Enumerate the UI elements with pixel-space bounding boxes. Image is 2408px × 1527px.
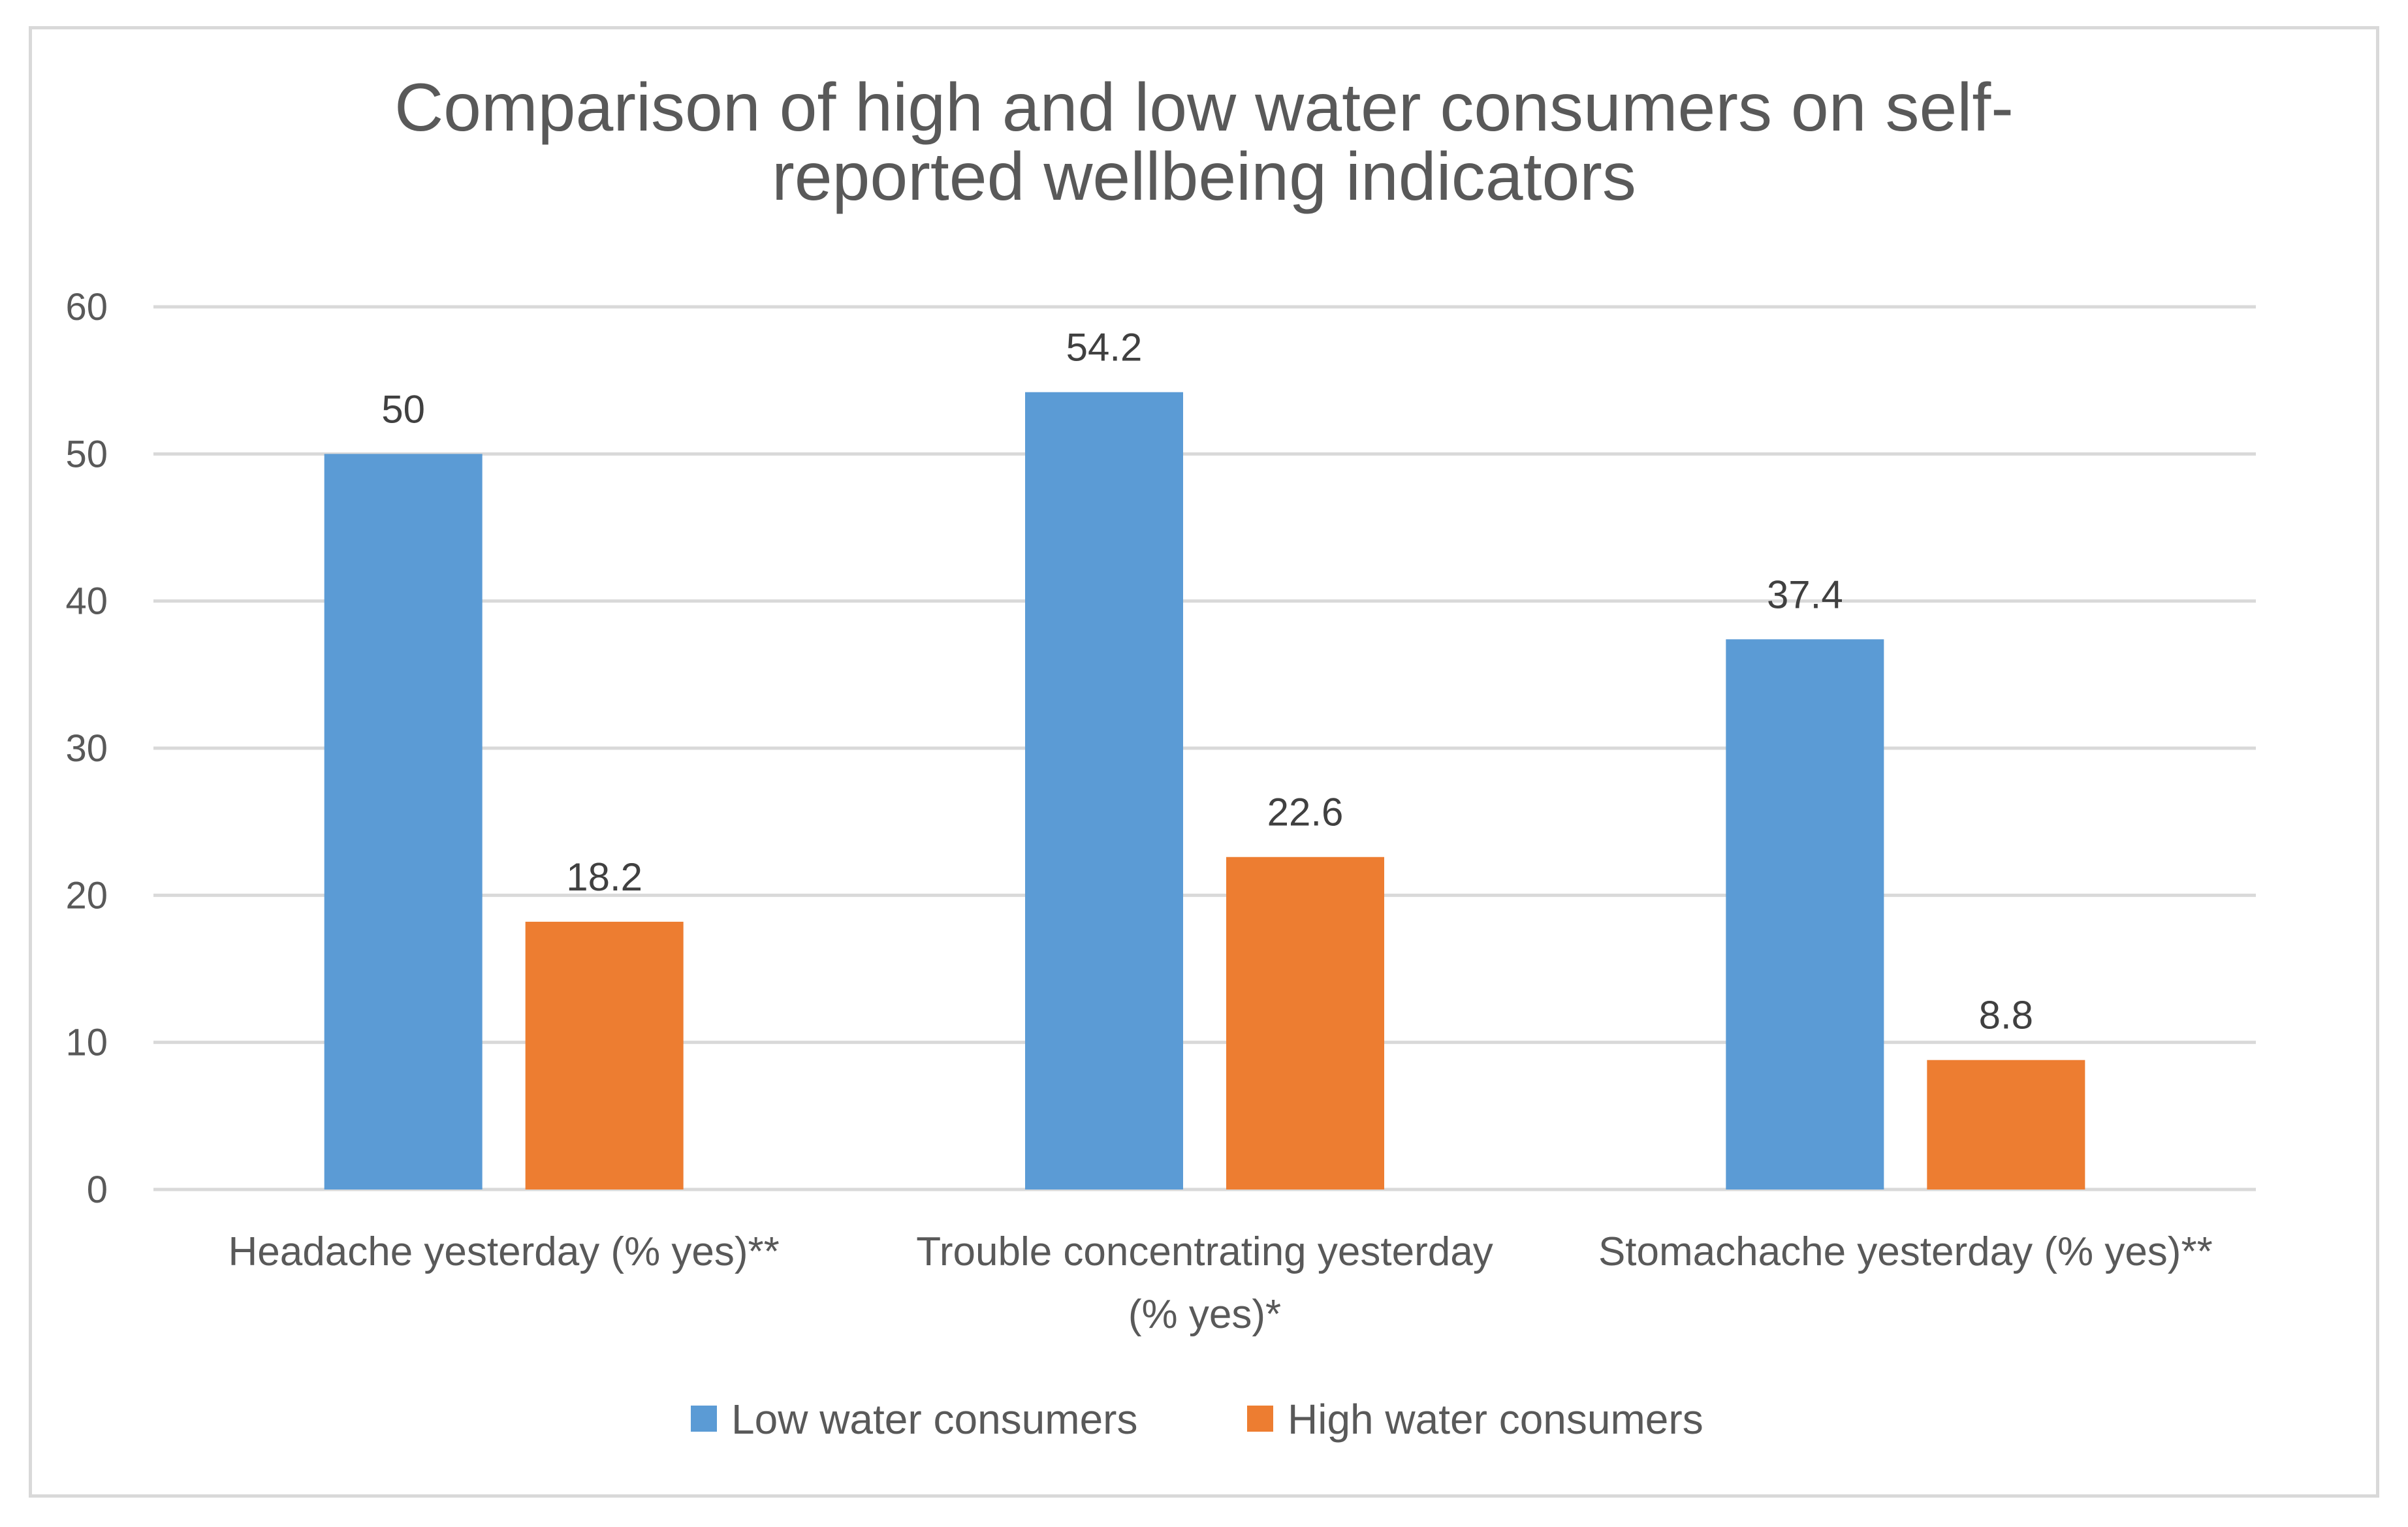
bars xyxy=(324,392,2085,1190)
bar-low-2 xyxy=(1726,639,1884,1189)
data-label: 37.4 xyxy=(1767,573,1843,616)
bar-low-1 xyxy=(1025,392,1183,1189)
y-tick-label: 20 xyxy=(65,874,108,917)
data-labels: 50 18.2 54.2 22.6 37.4 8.8 xyxy=(381,326,2033,1037)
data-label: 50 xyxy=(381,387,425,431)
y-tick-label: 60 xyxy=(65,286,108,328)
bar-high-1 xyxy=(1226,857,1384,1189)
chart-title-line-1: Comparison of high and low water consume… xyxy=(394,70,2014,146)
legend-label-high: High water consumers xyxy=(1288,1396,1703,1443)
bar-high-2 xyxy=(1927,1060,2085,1189)
y-tick-label: 0 xyxy=(87,1169,108,1211)
category-label: Stomachache yesterday (% yes)** xyxy=(1598,1229,2213,1274)
y-axis-ticks: 0 10 20 30 40 50 60 xyxy=(65,286,108,1211)
category-label: Trouble concentrating yesterday xyxy=(916,1229,1493,1274)
data-label: 18.2 xyxy=(566,855,642,899)
category-label: Headache yesterday (% yes)** xyxy=(229,1229,780,1274)
chart-title-line-2: reported wellbeing indicators xyxy=(772,139,1636,215)
legend: Low water consumers High water consumers xyxy=(691,1396,1703,1443)
data-label: 22.6 xyxy=(1267,791,1344,834)
bar-high-0 xyxy=(525,921,684,1189)
data-label: 54.2 xyxy=(1066,326,1143,370)
data-label: 8.8 xyxy=(1979,994,2033,1037)
legend-label-low: Low water consumers xyxy=(731,1396,1137,1443)
legend-swatch-high xyxy=(1247,1406,1273,1432)
y-tick-label: 10 xyxy=(65,1022,108,1064)
y-tick-label: 30 xyxy=(65,727,108,770)
legend-swatch-low xyxy=(691,1406,717,1432)
chart-title: Comparison of high and low water consume… xyxy=(0,73,2408,212)
y-tick-label: 50 xyxy=(65,433,108,475)
gridlines xyxy=(153,305,2256,1191)
bar-low-0 xyxy=(324,454,483,1190)
category-label: (% yes)* xyxy=(1128,1292,1281,1337)
x-axis-categories: Headache yesterday (% yes)** Trouble conc… xyxy=(229,1229,2213,1337)
y-tick-label: 40 xyxy=(65,580,108,623)
